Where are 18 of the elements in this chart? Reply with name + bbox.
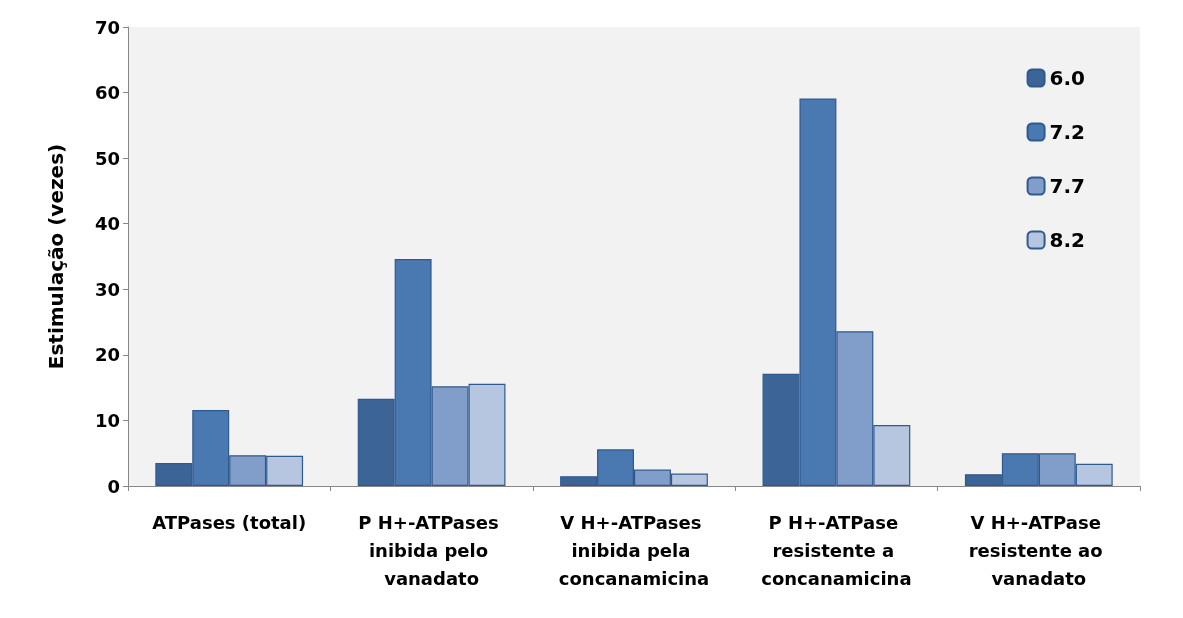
y-tick-label: 20 xyxy=(94,344,120,366)
x-tick-label: P H+-ATPase resistente a concanamicina xyxy=(761,511,912,589)
x-tick-label: P H+-ATPases inibida pelo vanadato xyxy=(358,511,505,589)
x-tick-label: V H+-ATPases inibida pela concanamicina xyxy=(558,511,710,589)
x-tick-label: V H+-ATPase resistente ao vanadato xyxy=(968,511,1109,589)
legend-label: 7.7 xyxy=(1049,174,1086,198)
y-tick-label: 10 xyxy=(94,409,120,431)
y-axis-title: Estimulação (vezes) xyxy=(44,143,68,370)
legend-label: 8.2 xyxy=(1049,228,1086,252)
x-tick-label: ATPases (total) xyxy=(152,511,307,533)
y-tick-label: 30 xyxy=(94,278,120,300)
y-tick-label: 50 xyxy=(94,147,120,169)
y-tick-label: 40 xyxy=(94,213,120,235)
y-tick-label: 0 xyxy=(107,475,120,497)
y-tick-label: 70 xyxy=(94,16,120,38)
y-tick-label: 60 xyxy=(94,82,120,104)
legend-label: 6.0 xyxy=(1049,66,1086,90)
legend-label: 7.2 xyxy=(1049,120,1086,144)
